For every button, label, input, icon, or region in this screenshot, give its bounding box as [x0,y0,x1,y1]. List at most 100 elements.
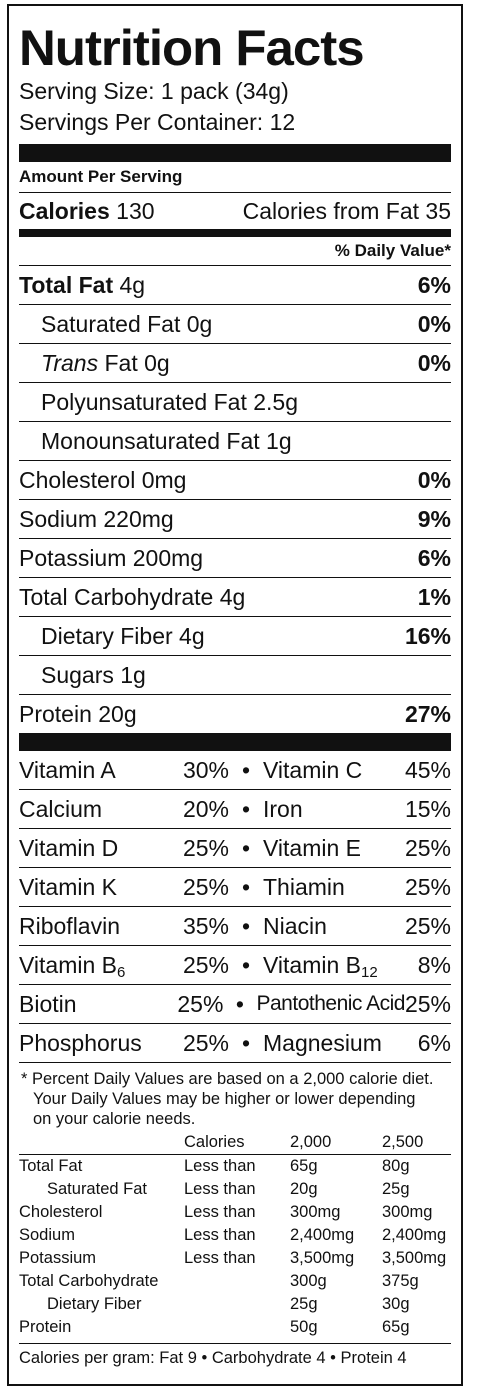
table-row: Sodium Less than 2,400mg 2,400mg [19,1224,451,1247]
calories-from-fat: Calories from Fat 35 [242,197,451,224]
table-cell [184,1293,290,1316]
nutrient-label: Sugars 1g [41,661,146,688]
vitamin-name: Vitamin B [19,951,118,978]
vitamin-name: Thiamin [263,873,345,900]
table-cell: 2,000 [290,1131,382,1155]
nutrient-label: Potassium 200mg [19,544,204,571]
vitamin-name: Pantothenic Acid [256,992,406,1015]
table-cell: 300mg [382,1203,433,1221]
table-cell: Total Fat [19,1157,83,1175]
nutrient-row-protein: Protein 20g 27% [19,694,451,733]
table-cell: Dietary Fiber [47,1295,142,1313]
vitamin-pct: 20% [182,795,229,822]
calories-value: 130 [116,197,155,224]
table-row: Total Carbohydrate 300g 375g [19,1270,451,1293]
table-cell: Total Carbohydrate [19,1272,159,1290]
label-title: Nutrition Facts [19,20,365,76]
vitamin-name: Iron [263,795,303,822]
daily-value-reference-table: Calories 2,000 2,500 Total Fat Less than… [19,1131,451,1339]
table-cell: 65g [382,1318,410,1336]
nutrient-label: Cholesterol 0mg [19,466,187,493]
nutrient-row-total-carbohydrate: Total Carbohydrate 4g 1% [19,577,451,616]
nutrient-label: Saturated Fat 0g [41,310,213,337]
vitamin-name: Vitamin K [19,873,118,900]
table-row: Dietary Fiber 25g 30g [19,1293,451,1316]
vitamin-row: Vitamin A 30% • Vitamin C 45% [19,751,451,789]
calories-per-gram: Calories per gram: Fat 9 • Carbohydrate … [19,1343,451,1372]
vitamin-pct: 25% [404,912,451,939]
table-cell: Less than [184,1157,256,1175]
vitamin-row: Vitamin K 25% • Thiamin 25% [19,867,451,906]
vitamin-name: Vitamin D [19,834,119,861]
bullet-separator: • [235,990,244,1017]
nutrient-pct: 0% [417,349,451,376]
table-cell [19,1131,184,1155]
table-cell: 375g [382,1272,419,1290]
table-cell: Protein [19,1318,72,1336]
vitamin-name: Phosphorus [19,1029,142,1056]
table-cell: Calories [184,1131,290,1155]
nutrient-label: Total Carbohydrate 4g [19,583,246,610]
vitamin-list: Vitamin A 30% • Vitamin C 45% Calcium 20… [19,751,451,1062]
table-cell: Less than [184,1249,256,1267]
vitamin-pct: 6% [417,1029,451,1056]
nutrient-label: Protein 20g [19,700,137,727]
table-cell: 30g [382,1295,410,1313]
vitamin-name: Vitamin C [263,756,363,783]
nutrient-label-italic: Trans [41,349,99,376]
vitamin-pct: 25% [182,873,229,900]
table-cell: 300g [290,1272,327,1290]
footnote: * Percent Daily Values are based on a 2,… [19,1063,451,1129]
table-row: Total Fat Less than 65g 80g [19,1155,451,1179]
nutrient-row-saturated-fat: Saturated Fat 0g 0% [19,304,451,343]
vitamin-name: Vitamin E [263,834,362,861]
vitamin-row: Riboflavin 35% • Niacin 25% [19,906,451,945]
vitamin-pct: 25% [404,834,451,861]
nutrient-row-total-fat: Total Fat 4g 6% [19,265,451,304]
nutrient-row-trans-fat: Trans Fat 0g 0% [19,343,451,382]
divider [19,1062,451,1063]
vitamin-name: Biotin [19,990,77,1017]
nutrient-row-monounsaturated-fat: Monounsaturated Fat 1g [19,421,451,460]
vitamin-pct: 35% [182,912,229,939]
nutrient-pct: 0% [417,466,451,493]
table-row: Saturated Fat Less than 20g 25g [19,1178,451,1201]
bullet-separator: • [241,873,251,900]
table-cell: Less than [184,1180,256,1198]
vitamin-pct: 25% [177,990,224,1017]
table-cell: 300mg [290,1203,341,1221]
thick-divider [19,733,451,751]
vitamin-row: Phosphorus 25% • Magnesium 6% [19,1023,451,1062]
servings-per-container: Servings Per Container: 12 [19,109,296,135]
nutrient-label: Polyunsaturated Fat 2.5g [41,388,298,415]
footnote-line: * Percent Daily Values are based on a 2,… [21,1070,434,1088]
table-cell: Sodium [19,1226,75,1244]
vitamin-pct: 25% [404,990,451,1017]
table-cell: Less than [184,1203,256,1221]
bullet-separator: • [241,912,251,939]
bullet-separator: • [241,1029,251,1056]
table-cell: Less than [184,1226,256,1244]
bullet-separator: • [241,795,251,822]
nutrient-pct: 6% [417,544,451,571]
table-cell: 25g [382,1180,410,1198]
bullet-separator: • [241,756,251,783]
nutrient-row-polyunsaturated-fat: Polyunsaturated Fat 2.5g [19,382,451,421]
nutrient-pct: 16% [404,622,451,649]
nutrient-label: Fat 0g [104,349,170,376]
table-cell: 20g [290,1180,318,1198]
nutrient-row-cholesterol: Cholesterol 0mg 0% [19,460,451,499]
table-cell: 3,500mg [382,1249,447,1267]
table-cell: 25g [290,1295,318,1313]
vitamin-pct: 25% [182,951,229,978]
table-row: Protein 50g 65g [19,1316,451,1339]
amount-per-serving: Amount Per Serving [19,167,183,186]
table-cell: Potassium [19,1249,97,1267]
vitamin-name: Riboflavin [19,912,120,939]
table-cell: 65g [290,1157,318,1175]
table-cell: 80g [382,1157,410,1175]
vitamin-pct: 25% [404,873,451,900]
nutrient-amount: 4g [119,271,146,298]
vitamin-pct: 30% [182,756,229,783]
nutrient-label: Sodium 220mg [19,505,174,532]
